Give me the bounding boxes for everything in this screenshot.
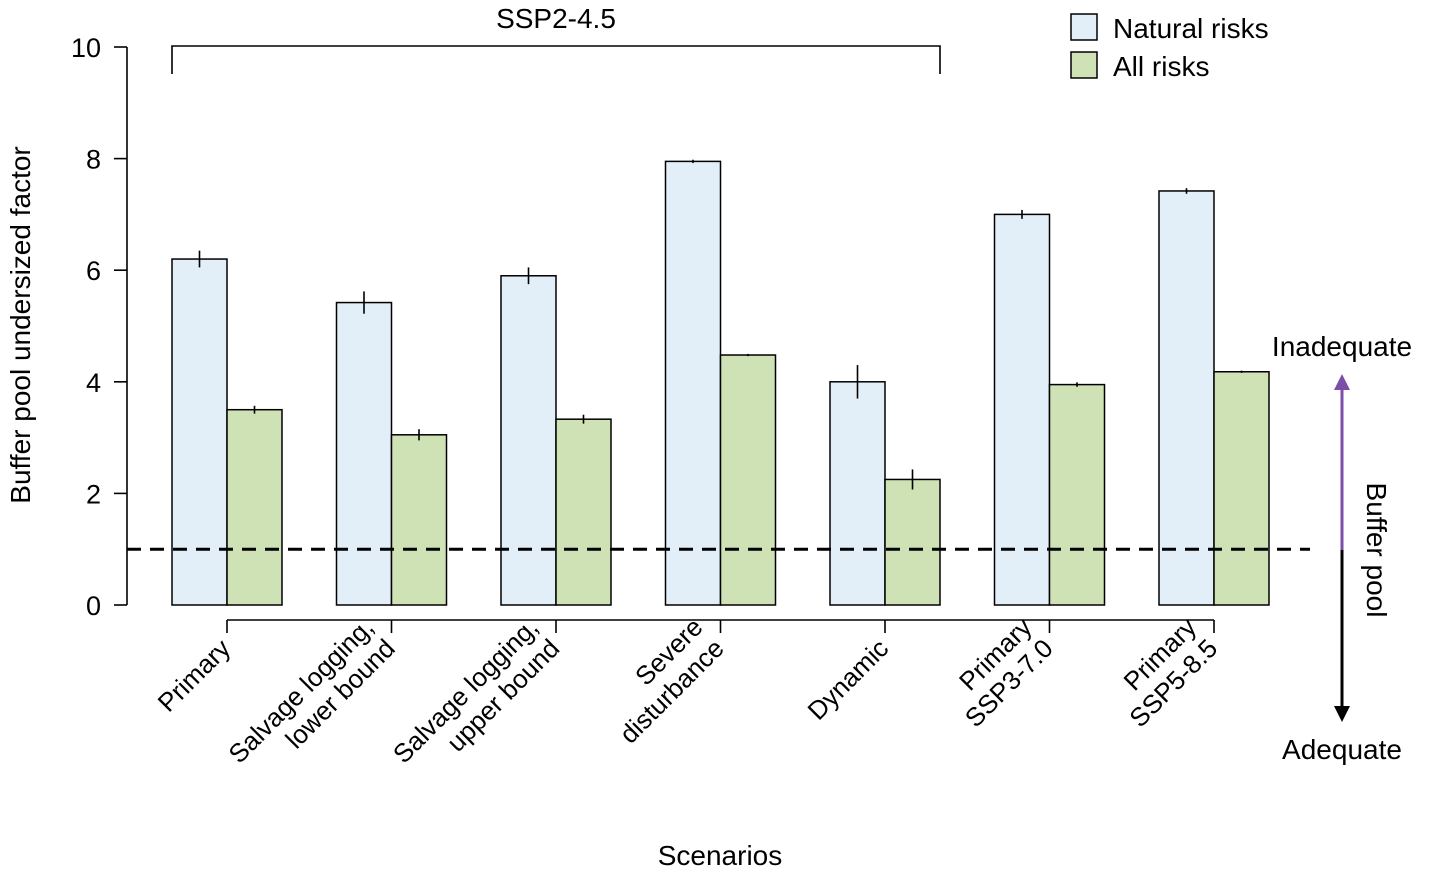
bracket-annotation: SSP2-4.5 — [171, 3, 941, 74]
adequate-arrowhead — [1334, 706, 1350, 722]
y-tick-label: 2 — [86, 479, 101, 509]
bar-all-risks — [555, 418, 612, 606]
adequate-label: Adequate — [1282, 734, 1402, 765]
bar-natural-risks — [171, 258, 228, 606]
bars — [171, 160, 1270, 606]
bar-natural-risks — [664, 160, 722, 606]
bar-all-risks — [1048, 383, 1106, 606]
y-axis: 0 2 4 6 8 10 — [71, 33, 128, 621]
bar-all-risks — [226, 408, 283, 606]
y-tick-label: 4 — [86, 368, 101, 398]
legend-swatch — [1070, 13, 1098, 41]
y-tick-label: 10 — [71, 33, 101, 63]
bar-natural-risks — [335, 301, 393, 606]
inadequate-arrowhead — [1334, 374, 1350, 390]
bar-all-risks — [1213, 371, 1270, 606]
x-tick-label: Primary — [152, 633, 237, 718]
buffer-pool-label: Buffer pool — [1361, 483, 1392, 618]
y-tick-label: 8 — [86, 145, 101, 175]
bar-all-risks — [719, 354, 777, 606]
bar-natural-risks — [1158, 190, 1215, 606]
side-annotation: Inadequate Adequate Buffer pool — [1272, 331, 1412, 765]
y-tick-label: 0 — [86, 591, 101, 621]
legend-swatch — [1070, 51, 1098, 79]
y-tick-label: 6 — [86, 256, 101, 286]
legend-label: Natural risks — [1113, 13, 1269, 44]
x-tick-label: PrimarySSP5-8.5 — [1102, 612, 1223, 733]
y-axis-title: Buffer pool undersized factor — [5, 146, 36, 503]
x-tick-label: Salvage logging,upper bound — [387, 612, 565, 790]
bar-natural-risks — [500, 275, 557, 606]
x-axis-title: Scenarios — [658, 840, 783, 871]
x-tick-label: Salvage logging,lower bound — [222, 612, 400, 790]
legend-label: All risks — [1113, 51, 1209, 82]
legend: Natural risks All risks — [1070, 13, 1269, 82]
inadequate-label: Inadequate — [1272, 331, 1412, 362]
x-tick-label: Dynamic — [802, 633, 895, 726]
x-tick-label: PrimarySSP3-7.0 — [938, 612, 1059, 733]
bar-natural-risks — [993, 213, 1051, 606]
error-bars — [198, 159, 1243, 490]
bar-all-risks — [884, 478, 941, 606]
bar-all-risks — [390, 434, 448, 606]
x-tick-label: Severedisturbance — [592, 612, 729, 749]
bracket-line — [171, 45, 941, 74]
bar-natural-risks — [829, 381, 886, 606]
bracket-label: SSP2-4.5 — [496, 3, 616, 34]
